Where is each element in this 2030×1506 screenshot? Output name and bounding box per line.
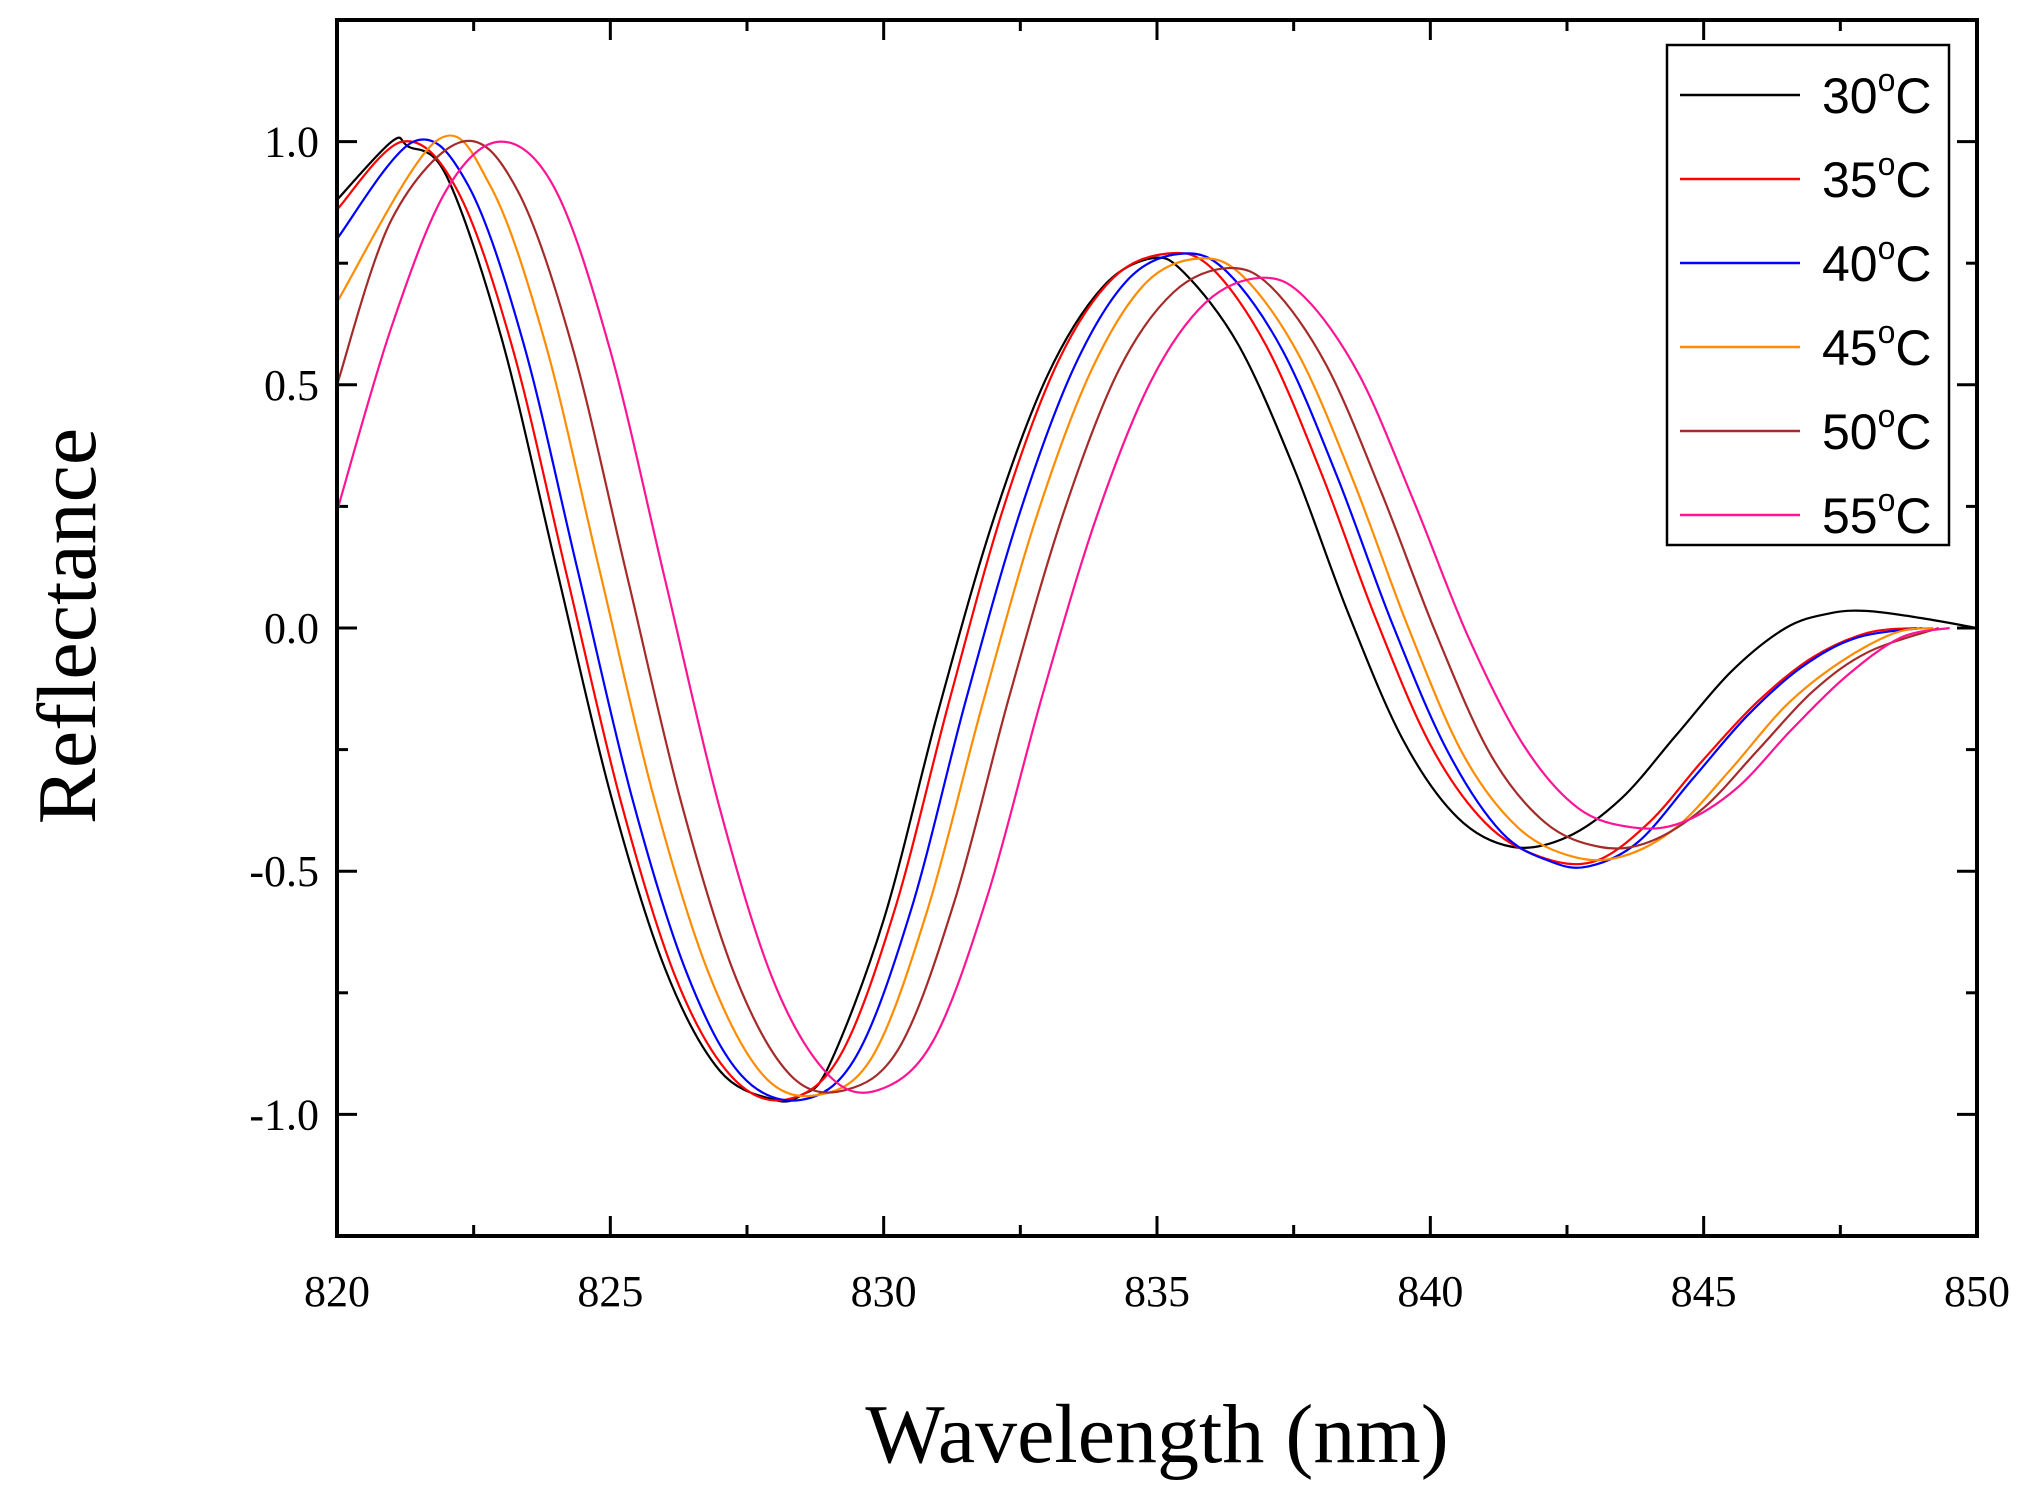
- y-tick-label: -0.5: [249, 847, 319, 896]
- y-tick-label: 0.0: [264, 604, 319, 653]
- x-tick-label: 825: [577, 1267, 643, 1316]
- y-axis-title: Reflectance: [21, 428, 114, 824]
- x-tick-label: 840: [1397, 1267, 1463, 1316]
- series-line-35: [337, 140, 1917, 1102]
- x-tick-label: 835: [1124, 1267, 1190, 1316]
- series-line-50: [337, 139, 1940, 1094]
- y-tick-label: 0.5: [264, 361, 319, 410]
- legend-label-30: 30oC: [1822, 62, 1932, 124]
- y-tick-label: 1.0: [264, 118, 319, 167]
- legend-label-35: 35oC: [1822, 146, 1932, 208]
- plot-frame: [335, 18, 1979, 1238]
- legend-box: [1665, 43, 1951, 547]
- legend-label-55: 55oC: [1822, 482, 1932, 544]
- axis-tick-labels: 820 825 830 835 840 845 850 1.0 0.5 0.0 -0.5 -1.0: [249, 118, 2010, 1316]
- series-line-30: [337, 136, 1977, 1103]
- x-tick-label: 820: [304, 1267, 370, 1316]
- series-line-55: [337, 140, 1950, 1094]
- x-tick-label: 850: [1944, 1267, 2010, 1316]
- legend-label-50: 50oC: [1822, 398, 1932, 460]
- legend: 30oC 35oC 40oC 45oC 50oC 55oC: [1665, 43, 1951, 547]
- y-tick-label: -1.0: [249, 1090, 319, 1139]
- series-lines: [337, 134, 1977, 1103]
- x-tick-label: 830: [851, 1267, 917, 1316]
- legend-label-40: 40oC: [1822, 230, 1932, 292]
- series-line-45: [337, 134, 1934, 1098]
- series-line-40: [337, 138, 1923, 1102]
- x-axis-title: Wavelength (nm): [865, 1388, 1448, 1481]
- x-tick-label: 845: [1671, 1267, 1737, 1316]
- legend-label-45: 45oC: [1822, 314, 1932, 376]
